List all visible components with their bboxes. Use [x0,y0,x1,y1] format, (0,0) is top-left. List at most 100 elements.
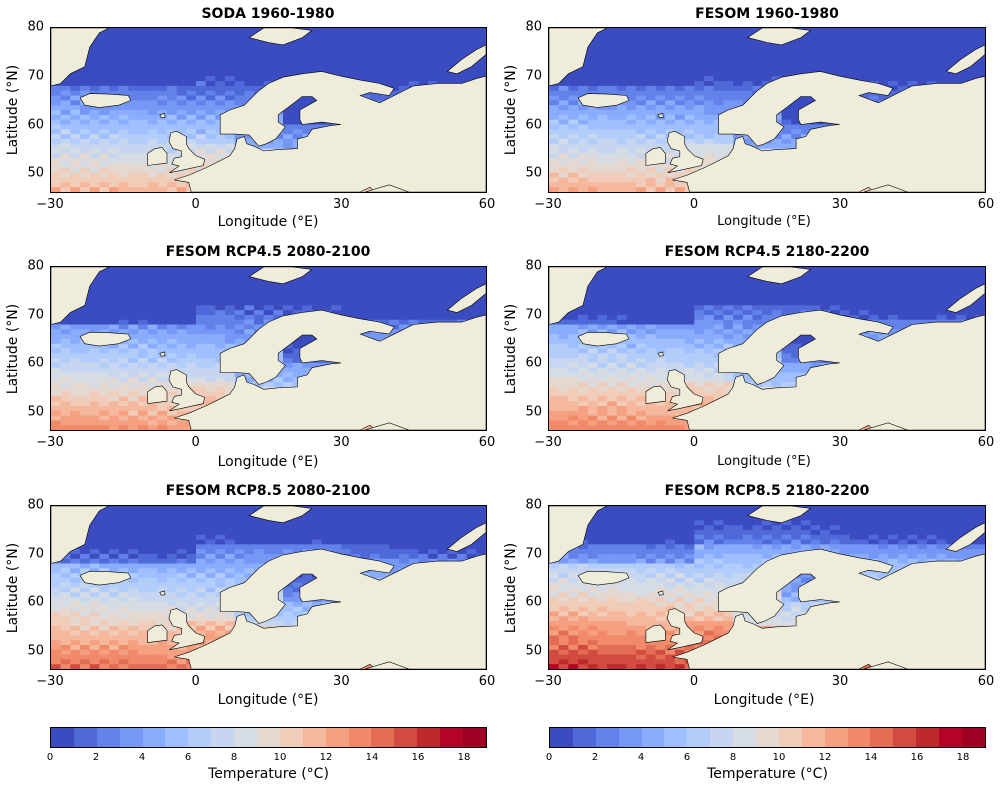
colorbar-bin [119,728,143,747]
x-tick-label: 0 [191,197,200,212]
landmass-7 [159,351,166,357]
x-axis-label: Longitude (°E) [717,454,811,469]
sst-map [548,505,986,670]
landmass-5 [168,369,206,412]
landmass-5 [168,130,206,173]
colorbar-tick-label: 4 [138,752,146,763]
x-axis-label: Longitude (°E) [713,692,815,708]
landmass-6 [147,385,168,404]
sst-field [549,267,985,430]
y-tick-label: 70 [27,546,44,562]
landmass-4 [672,71,985,192]
y-tick-label: 70 [525,546,542,562]
landmass-0 [51,506,110,564]
landmass-5 [666,608,704,651]
colorbar-bin [893,728,917,747]
colorbar-bin [165,728,189,747]
landmass-1 [577,93,630,108]
colorbar-bin [211,728,235,747]
colorbar-bin [824,728,848,747]
landmass-7 [657,351,664,357]
landmass-8 [863,184,908,192]
colorbar-tick-label: 0 [545,752,553,763]
landmass-8 [863,661,908,669]
colorbar-tick-label: 14 [864,752,878,763]
colorbar-tick-label: 12 [818,752,832,763]
panel-title: FESOM RCP4.5 2080-2100 [165,244,371,260]
landmass-5 [666,369,704,412]
colorbar-bin [641,728,665,747]
y-tick-label: 80 [525,19,542,35]
colorbar-tick-label: 10 [273,752,287,763]
landmass-3 [446,44,486,75]
y-tick-label: 80 [27,258,44,274]
colorbar-label: Temperature (°C) [707,766,828,782]
landmass-5 [666,130,704,173]
panel-title: FESOM RCP4.5 2180-2200 [664,244,870,260]
landmass-2 [248,506,313,524]
y-tick-label: 50 [525,643,542,659]
colorbar-bin [801,728,825,747]
colorbar-bin [142,728,166,747]
landmass-2 [248,267,313,285]
sst-map [50,27,487,193]
x-axis-label: Longitude (°E) [217,454,319,470]
y-tick-label: 70 [525,307,542,323]
x-tick-label: −30 [36,435,64,450]
x-tick-label: 30 [333,674,350,689]
colorbar-bin [847,728,871,747]
y-tick-label: 80 [27,19,44,35]
colorbar-tick-label: 2 [591,752,599,763]
y-tick-label: 60 [27,355,44,371]
landmass-4 [672,309,985,430]
sst-field [549,28,985,192]
y-tick-label: 50 [27,165,44,181]
colorbar-label: Temperature (°C) [208,766,329,782]
x-tick-label: 30 [831,435,849,450]
y-tick-label: 80 [525,258,542,274]
x-axis-label: Longitude (°E) [217,214,319,230]
landmass-3 [446,283,486,313]
colorbar-1 [50,727,487,748]
x-tick-label: 30 [333,435,350,450]
colorbar-bin [463,728,486,747]
sst-field [51,506,486,669]
y-tick-label: 50 [525,165,542,181]
landmass-1 [577,570,630,586]
x-tick-label: −30 [534,435,562,450]
sst-field [51,28,486,192]
landmass-7 [657,113,664,119]
landmass-8 [863,422,908,430]
x-tick-label: 0 [689,435,699,450]
landmass-6 [147,624,168,643]
sst-field [51,267,486,430]
y-tick-label: 70 [525,68,542,84]
x-tick-label: 0 [191,435,200,450]
colorbar-bin [664,728,688,747]
panel-title: FESOM RCP8.5 2180-2200 [664,483,870,499]
colorbar-bin [916,728,940,747]
y-axis-label: Latitude (°N) [5,64,21,156]
x-tick-label: −30 [36,674,64,689]
y-tick-label: 60 [27,117,44,133]
panel-title: SODA 1960-1980 [201,6,335,22]
colorbar-tick-label: 14 [365,752,379,763]
y-tick-label: 80 [27,497,44,513]
colorbar-tick-label: 2 [92,752,100,763]
landmass-2 [248,28,313,46]
colorbar-bin [257,728,280,747]
colorbar-bin [572,728,596,747]
landmass-4 [174,309,486,430]
landmass-3 [945,283,985,313]
landmass-1 [577,331,630,347]
colorbar-tick-label: 6 [184,752,192,763]
colorbar-bin [870,728,894,747]
panel-title: FESOM 1960-1980 [695,6,839,22]
x-tick-label: 60 [478,197,496,212]
colorbar-bin [618,728,642,747]
landmass-0 [549,267,608,325]
landmass-6 [147,147,168,166]
colorbar-tick-label: 18 [956,752,970,763]
y-axis-label: Latitude (°N) [503,542,519,633]
colorbar-bin [710,728,734,747]
